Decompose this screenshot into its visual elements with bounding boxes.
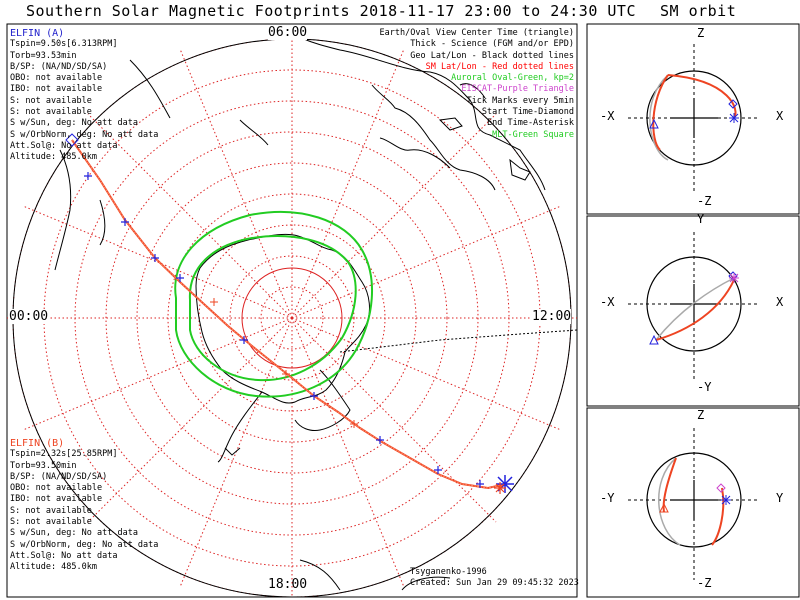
probe-info-line: S w/OrbNorm, deg: No att data — [10, 129, 159, 140]
probe-info-line: Torb=93.53min — [10, 50, 77, 61]
tick-marks-b — [210, 298, 358, 428]
orbit-panel-1-frame — [586, 23, 800, 215]
mlt-label-bottom: 18:00 — [268, 577, 308, 592]
tick-marks — [84, 172, 484, 488]
probe-info-line: Att.Sol@: No att data — [10, 140, 118, 151]
probe-info-line: OBO: not available — [10, 483, 103, 494]
probe-info-line: Altitude: 485.0km — [10, 152, 97, 163]
main-title: Southern Solar Magnetic Footprints 2018-… — [26, 2, 636, 20]
probe-info-line: Att.Sol@: No att data — [10, 550, 118, 561]
orbit-axis-label-right: Y — [776, 491, 784, 505]
probe-info-line: S: not available — [10, 505, 92, 516]
orbit-panel-2 — [628, 232, 760, 382]
legend-item: EISCAT-Purple Triangle — [461, 84, 574, 95]
probe-info-line: S w/Sun, deg: No att data — [10, 528, 138, 539]
orbit-axis-label-left: -X — [600, 295, 615, 309]
legend-item: Auroral Oval-Green, kp=2 — [451, 73, 574, 84]
mlt-label-right: 12:00 — [532, 309, 572, 324]
auroral-oval — [174, 211, 373, 398]
legend-item: MLT-Green Square — [492, 129, 574, 140]
auroral-oval-inner — [188, 235, 357, 382]
orbit-panel-2-frame — [586, 215, 800, 407]
end-asterisk — [496, 475, 514, 493]
probe-info-line: Torb=93.50min — [10, 460, 77, 471]
orbit-panel-3-frame — [586, 407, 800, 598]
probe-info-line: Altitude: 485.0km — [10, 562, 97, 573]
orbit-axis-label-top: Z — [697, 408, 705, 422]
legend-item: Start Time-Diamond — [481, 107, 574, 118]
magnetic-pole-circle — [241, 267, 343, 369]
legend-item: Tick Marks every 5min — [466, 95, 574, 106]
probe-info-line: OBO: not available — [10, 73, 103, 84]
polar-map — [7, 29, 577, 597]
orbit-axis-label-top: Y — [697, 212, 705, 226]
probe-info-line: IBO: not available — [10, 494, 103, 505]
legend-item: Thick - Science (FGM and/or EPD) — [410, 39, 574, 50]
mlt-label-left: 00:00 — [9, 309, 49, 324]
orbit-axis-label-left: -X — [600, 109, 615, 123]
orbit-axis-label-right: X — [776, 109, 784, 123]
orbit-axis-label-bottom: -Z — [697, 576, 712, 590]
side-title: SM orbit — [660, 2, 737, 20]
probe-info-line: IBO: not available — [10, 84, 103, 95]
end-asterisk-b — [494, 482, 506, 494]
orbit-axis-label-left: -Y — [600, 491, 615, 505]
orbit-axis-label-top: Z — [697, 26, 705, 40]
probe-info-line: Tspin=9.50s[6.313RPM] — [10, 39, 118, 50]
legend-item: Geo Lat/Lon - Black dotted lines — [410, 50, 574, 61]
geo-lon-line — [339, 329, 577, 353]
mlt-label-top: 06:00 — [268, 25, 308, 40]
probe-a-info: ELFIN (A) Tspin=9.50s[6.313RPM] Torb=93.53… — [10, 28, 158, 164]
orbit-axis-label-bottom: -Y — [697, 380, 712, 394]
trace-line-b — [71, 139, 507, 489]
created-timestamp: Created: Sun Jan 29 09:45:32 2023 — [410, 578, 579, 588]
auroral-oval-outer — [174, 211, 373, 398]
probe-b-info: ELFIN (B) Tspin=2.32s[25.85RPM] Torb=93.50… — [10, 438, 158, 574]
probe-info-line: S: not available — [10, 517, 92, 528]
orbit-axis-label-bottom: -Z — [697, 194, 712, 208]
probe-name: ELFIN (A) — [10, 28, 65, 39]
orbit-panel-3 — [628, 428, 760, 580]
legend-item: End Time-Asterisk — [487, 118, 574, 129]
orbit-panel-1 — [628, 44, 760, 192]
probe-info-line: S w/OrbNorm, deg: No att data — [10, 539, 159, 550]
coastlines — [54, 29, 546, 591]
probe-info-line: S: not available — [10, 95, 92, 106]
footprint-trace — [65, 133, 514, 494]
probe-name: ELFIN (B) — [10, 438, 65, 449]
probe-info-line: B/SP: (NA/ND/SD/SA) — [10, 61, 108, 72]
orbit-axis-label-right: X — [776, 295, 784, 309]
probe-info-line: S w/Sun, deg: No att data — [10, 118, 138, 129]
credit: Tsyganenko-1996 — [410, 567, 487, 577]
legend-item: Earth/Oval View Center Time (triangle) — [379, 28, 574, 38]
start-diamond — [65, 133, 79, 147]
probe-info-line: Tspin=2.32s[25.85RPM] — [10, 449, 118, 460]
legend: Earth/Oval View Center Time (triangle) Th… — [380, 28, 574, 141]
trace-line — [71, 139, 507, 490]
probe-info-line: S: not available — [10, 107, 92, 118]
probe-info-line: B/SP: (NA/ND/SD/SA) — [10, 471, 108, 482]
legend-item: SM Lat/Lon - Red dotted lines — [425, 61, 574, 72]
